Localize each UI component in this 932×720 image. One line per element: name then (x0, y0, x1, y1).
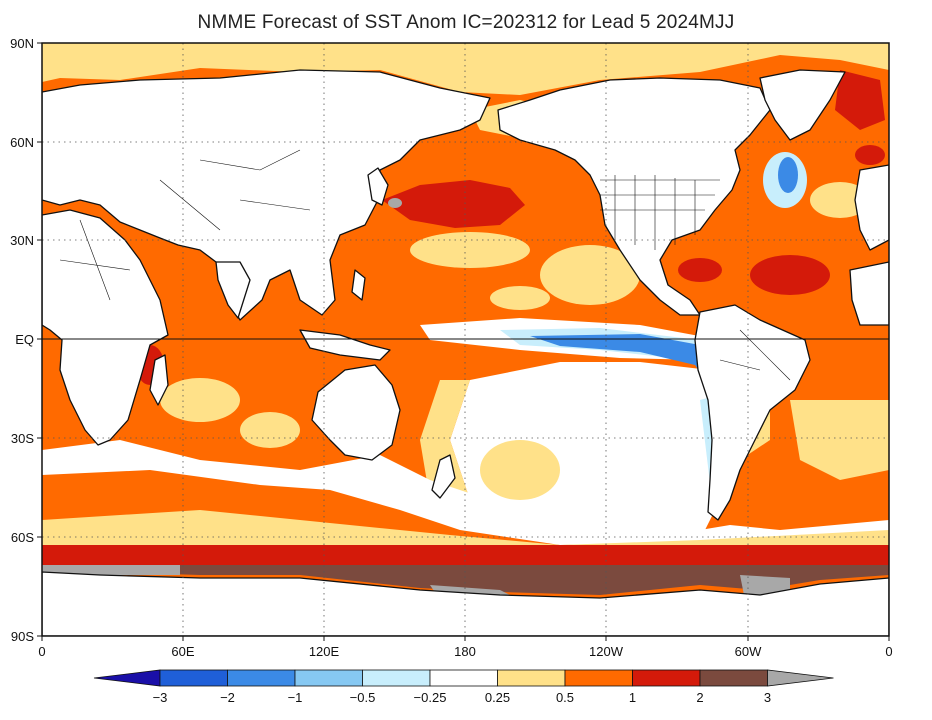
colorbar-label: −1 (288, 690, 303, 705)
colorbar-label: 0.25 (485, 690, 510, 705)
arctic-light-anomaly (42, 43, 889, 95)
colorbar-label: 0.5 (556, 690, 574, 705)
s-pacific-yellow (480, 440, 560, 500)
colorbar-box (429, 669, 498, 687)
north-pacific-red-core (382, 180, 525, 228)
equatorial-cold-tongue (530, 334, 712, 390)
lat-label-90s: 90S (11, 629, 34, 644)
lat-label-90n: 90N (10, 36, 34, 51)
us-state-lines (600, 175, 720, 250)
n-atlantic-yellow (810, 182, 870, 218)
colorbar-label: −3 (153, 690, 168, 705)
lat-label-60s: 60S (11, 530, 34, 545)
map-field (42, 43, 889, 636)
land-south-america (694, 304, 811, 521)
tick-marks (37, 42, 890, 641)
longitude-labels: 0 60E 120E 180 120W 60W 0 (38, 644, 892, 659)
lon-label-0-left: 0 (38, 644, 45, 659)
lon-label-180: 180 (454, 644, 476, 659)
caribbean-red (678, 258, 722, 282)
land-madagascar (149, 354, 169, 406)
gridlines (42, 43, 889, 636)
n-atlantic-red-1 (750, 255, 830, 295)
labrador-blue (778, 157, 798, 193)
hawaii-yellow (490, 286, 550, 310)
colorbar-box (699, 669, 768, 687)
land-antarctica (42, 571, 889, 636)
land-indonesia (299, 329, 391, 361)
lon-label-120e: 120E (309, 644, 340, 659)
land-india (215, 261, 251, 319)
antarctic-gray-1 (42, 565, 180, 575)
latitude-labels: 90N 60N 30N EQ 30S 60S 90S (10, 36, 34, 644)
land-philippines (351, 269, 366, 301)
med-red (855, 145, 885, 165)
land-europe-east (854, 164, 889, 251)
colorbar: −3 −2 −1 −0.5 −0.25 0.25 0.5 1 2 3 (93, 669, 834, 705)
land-japan (367, 167, 389, 206)
lon-label-120w: 120W (589, 644, 624, 659)
north-atlantic-red (835, 70, 885, 130)
land-new-zealand (431, 454, 456, 499)
colorbar-box (632, 669, 701, 687)
lon-label-60e: 60E (171, 644, 194, 659)
colorbar-label: −0.25 (414, 690, 447, 705)
colorbar-box (227, 669, 296, 687)
lon-label-0-right: 0 (885, 644, 892, 659)
southern-ocean-red-band (42, 545, 889, 565)
east-n-pacific-yellow (540, 245, 640, 305)
land-greenland (759, 69, 846, 141)
s-atlantic-yellow (790, 400, 889, 480)
antarctic-brown (42, 565, 889, 595)
colorbar-box (294, 669, 363, 687)
colorbar-box (497, 669, 566, 687)
colorbar-arrow-left (93, 669, 161, 687)
subtropical-n-pacific-yellow (410, 232, 530, 268)
lat-label-eq: EQ (15, 332, 34, 347)
colorbar-label: 2 (696, 690, 703, 705)
land-africa-east (849, 261, 889, 326)
colorbar-box (362, 669, 431, 687)
colorbar-box (159, 669, 228, 687)
land (42, 69, 889, 636)
lat-label-30n: 30N (10, 233, 34, 248)
se-pacific-white (450, 362, 725, 555)
southern-ocean-yellow (42, 510, 889, 550)
colorbar-arrow-right (767, 669, 834, 687)
country-borders (59, 149, 791, 381)
colorbar-label: −0.5 (350, 690, 376, 705)
s-indian-yellow-2 (240, 412, 300, 448)
s-indian-yellow-1 (160, 378, 240, 422)
kuroshio-gray (388, 198, 402, 208)
land-eurasia (42, 69, 491, 321)
lon-label-60w: 60W (735, 644, 762, 659)
lat-label-30s: 30S (11, 431, 34, 446)
land-australia (311, 364, 401, 461)
colorbar-label: −2 (220, 690, 235, 705)
colorbar-label: 3 (764, 690, 771, 705)
map-title: NMME Forecast of SST Anom IC=202312 for … (197, 12, 735, 33)
colorbar-label: 1 (629, 690, 636, 705)
lat-label-60n: 60N (10, 135, 34, 150)
colorbar-box (564, 669, 633, 687)
